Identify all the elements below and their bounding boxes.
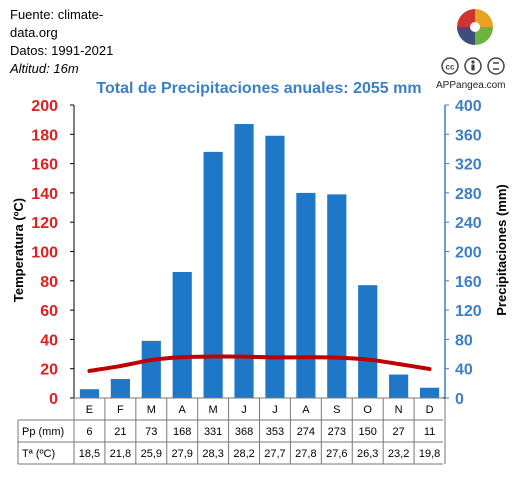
left-tick-label-10: 200 xyxy=(31,98,58,115)
tick-labels: 0 20 40 60 80 100 120 140 160 180 200 0 40 80 120 160 20… xyxy=(31,98,482,416)
table-cell-1-2: 21 xyxy=(114,426,126,438)
table-row-label-2: Tª (ºC) xyxy=(22,448,55,460)
data-source-info: Fuente: climate- data.org Datos: 1991-20… xyxy=(10,6,150,78)
left-tick-label-7: 140 xyxy=(31,186,58,203)
table-cell-1-5: 331 xyxy=(204,426,222,438)
right-tick-label-3: 120 xyxy=(455,303,482,320)
x-tick-label-5: M xyxy=(209,404,218,416)
left-tick-label-3: 60 xyxy=(40,303,58,320)
left-tick-label-6: 120 xyxy=(31,215,58,232)
right-tick-label-2: 80 xyxy=(455,332,473,349)
precip-bar-8 xyxy=(296,192,316,398)
altitude-label: Altitud: 16m xyxy=(10,61,79,76)
x-tick-label-1: E xyxy=(86,404,93,416)
table-cell-2-1: 18,5 xyxy=(79,448,100,460)
precip-bar-7 xyxy=(265,135,285,398)
x-tick-label-3: M xyxy=(147,404,156,416)
x-tick-label-4: A xyxy=(179,404,187,416)
data-table: Pp (mm) 6 21 73 168 331 368 353 274 273 150 27 11 Tª … xyxy=(17,397,446,465)
precip-bar-10 xyxy=(358,285,378,398)
right-tick-label-6: 240 xyxy=(455,215,482,232)
precip-bar-4 xyxy=(172,272,192,398)
precip-bar-11 xyxy=(389,374,409,398)
left-tick-label-0: 0 xyxy=(49,391,58,408)
right-tick-label-1: 40 xyxy=(455,362,473,379)
right-tick-label-5: 200 xyxy=(455,245,482,262)
right-tick-label-0: 0 xyxy=(455,391,464,408)
source-line-1: Fuente: climate- xyxy=(10,7,104,22)
table-cell-1-1: 6 xyxy=(86,426,92,438)
precip-bar-3 xyxy=(141,340,161,398)
table-cell-1-11: 27 xyxy=(393,426,405,438)
chart-title: Total de Precipitaciones anuales: 2055 m… xyxy=(96,80,422,97)
left-tick-label-2: 40 xyxy=(40,332,58,349)
table-cell-1-12: 11 xyxy=(424,426,435,438)
x-tick-label-7: J xyxy=(272,404,278,416)
left-axis-label: Temperatura (ºC) xyxy=(11,198,26,302)
table-cell-2-7: 27,7 xyxy=(264,448,285,460)
table-cell-2-6: 28,2 xyxy=(233,448,254,460)
right-tick-label-7: 280 xyxy=(455,186,482,203)
table-cell-1-8: 274 xyxy=(297,426,315,438)
left-tick-label-5: 100 xyxy=(31,245,58,262)
right-axis-label: Precipitaciones (mm) xyxy=(494,184,509,316)
table-cell-1-3: 73 xyxy=(145,426,157,438)
left-tick-label-9: 180 xyxy=(31,127,58,144)
table-cell-1-6: 368 xyxy=(235,426,253,438)
table-cell-2-3: 25,9 xyxy=(141,448,162,460)
table-cell-1-4: 168 xyxy=(173,426,191,438)
precip-bar-2 xyxy=(110,378,130,398)
brand-label: APPangea.com xyxy=(436,80,506,91)
right-tick-label-9: 360 xyxy=(455,127,482,144)
x-tick-label-11: N xyxy=(395,404,403,416)
left-tick-label-4: 80 xyxy=(40,274,58,291)
table-cell-2-8: 27,8 xyxy=(295,448,316,460)
chart-axes xyxy=(70,104,449,399)
x-tick-label-12: D xyxy=(426,404,434,416)
table-cell-1-7: 353 xyxy=(266,426,284,438)
precipitation-bars xyxy=(79,124,440,399)
source-line-2: data.org xyxy=(10,25,58,40)
right-tick-label-10: 400 xyxy=(455,98,482,115)
x-tick-label-2: F xyxy=(117,404,124,416)
precip-bar-1 xyxy=(79,389,100,398)
precip-bar-9 xyxy=(327,194,347,398)
right-tick-label-4: 160 xyxy=(455,274,482,291)
table-cell-2-11: 23,2 xyxy=(388,448,409,460)
temperature-line xyxy=(87,354,432,373)
x-tick-label-10: O xyxy=(363,404,372,416)
table-cell-2-12: 19,8 xyxy=(419,448,440,460)
precip-bar-6 xyxy=(234,124,254,399)
temperature-series xyxy=(87,354,432,373)
left-tick-label-8: 160 xyxy=(31,157,58,174)
table-cell-1-9: 273 xyxy=(328,426,346,438)
x-tick-label-8: A xyxy=(302,404,310,416)
creative-commons-by-icon: cc xyxy=(441,57,505,75)
precip-bar-5 xyxy=(203,151,223,398)
x-tick-label-9: S xyxy=(333,404,340,416)
table-row-label-1: Pp (mm) xyxy=(22,426,64,438)
svg-text:cc: cc xyxy=(446,63,455,72)
table-cell-2-9: 27,6 xyxy=(326,448,347,460)
table-cell-1-10: 150 xyxy=(359,426,377,438)
table-cell-2-4: 27,9 xyxy=(171,448,192,460)
precip-bar-12 xyxy=(419,387,440,398)
left-tick-label-1: 20 xyxy=(40,362,58,379)
table-cell-2-2: 21,8 xyxy=(110,448,131,460)
table-cell-2-5: 28,3 xyxy=(202,448,223,460)
source-line-3: Datos: 1991-2021 xyxy=(10,43,114,58)
x-tick-label-6: J xyxy=(241,404,247,416)
right-tick-label-8: 320 xyxy=(455,157,482,174)
puzzle-logo-icon xyxy=(457,9,493,45)
table-cell-2-10: 26,3 xyxy=(357,448,378,460)
